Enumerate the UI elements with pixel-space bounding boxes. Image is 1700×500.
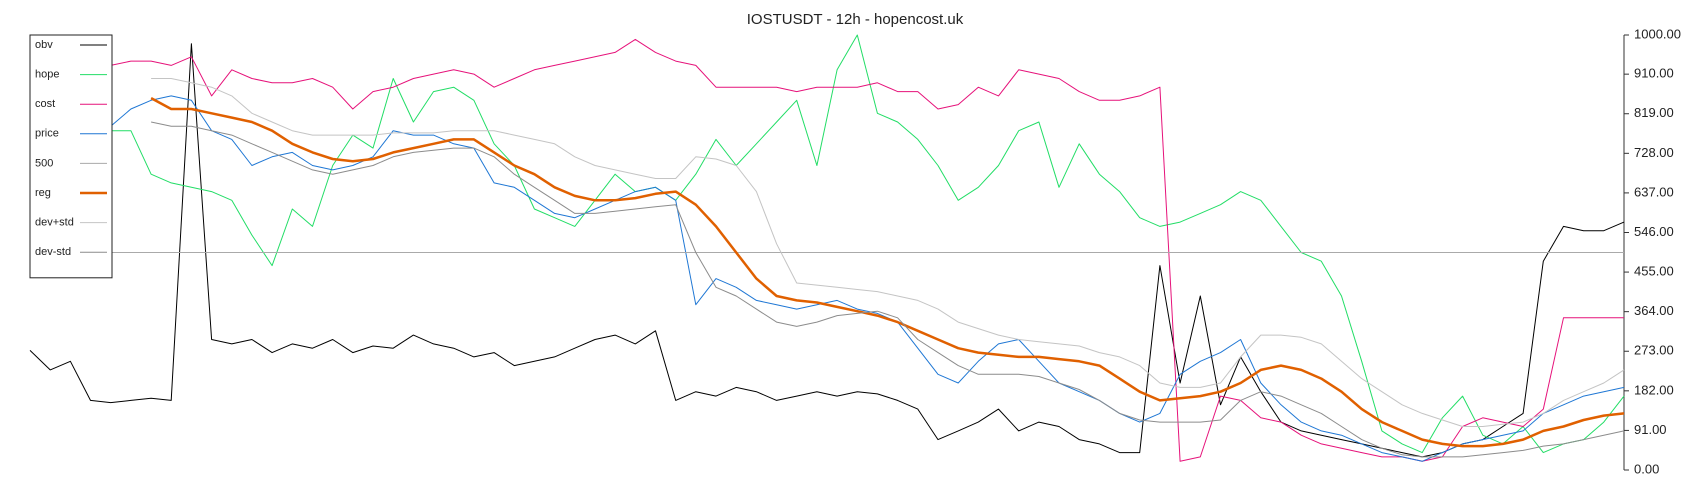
- series-line: [150, 97, 1625, 448]
- y-tick-label: 273.00: [1634, 343, 1674, 358]
- legend-label: dev+std: [35, 217, 74, 229]
- y-tick-label: 1000.00: [1634, 26, 1681, 41]
- y-tick-label: 637.00: [1634, 184, 1674, 199]
- y-tick-label: 819.00: [1634, 105, 1674, 120]
- series-line: [29, 43, 1625, 458]
- legend-label: dev-std: [35, 246, 71, 258]
- legend: obv hope cost price 500 reg dev+std dev-std: [29, 34, 113, 279]
- y-tick-label: 910.00: [1634, 66, 1674, 81]
- y-tick-label: 0.00: [1634, 461, 1659, 476]
- legend-label: price: [35, 128, 59, 140]
- series-line: [150, 121, 1625, 458]
- legend-label: hope: [35, 69, 59, 81]
- y-tick-label: 455.00: [1634, 264, 1674, 279]
- series-line: [151, 78, 1625, 427]
- y-tick-label: 728.00: [1634, 145, 1674, 160]
- legend-label: reg: [35, 187, 51, 199]
- series-line: [29, 38, 1624, 462]
- series-line: [29, 34, 1625, 454]
- y-tick-label: 364.00: [1634, 303, 1674, 318]
- legend-label: obv: [35, 39, 53, 51]
- legend-label: cost: [35, 98, 55, 110]
- legend-label: 500: [35, 157, 53, 169]
- legend-box: [29, 34, 113, 279]
- chart-title: IOSTUSDT - 12h - hopencost.uk: [747, 11, 964, 28]
- series-line: [29, 95, 1625, 462]
- plot: [29, 34, 1625, 462]
- y-tick-label: 546.00: [1634, 224, 1674, 239]
- y-tick-label: 91.00: [1634, 422, 1667, 437]
- y-tick-label: 182.00: [1634, 382, 1674, 397]
